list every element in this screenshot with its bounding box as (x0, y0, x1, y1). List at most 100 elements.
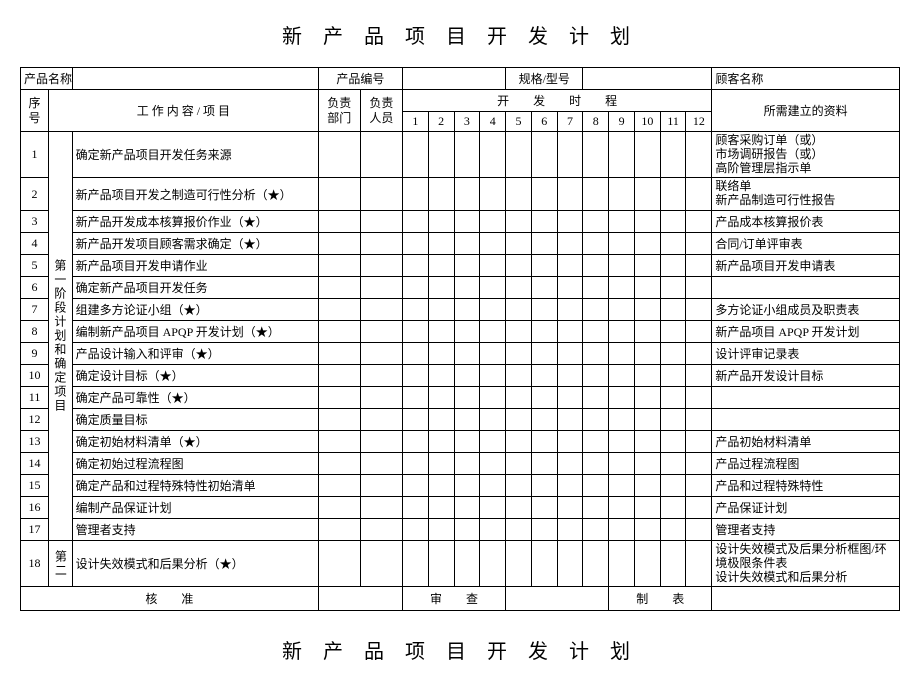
seq-cell: 11 (21, 386, 49, 408)
month-11: 11 (660, 112, 686, 132)
product-code-label: 产品编号 (318, 68, 402, 90)
table-row: 11 确定产品可靠性（★） (21, 386, 900, 408)
task-cell: 设计失效模式和后果分析（★） (72, 540, 318, 586)
make-label: 制 表 (609, 587, 712, 611)
review-value (506, 587, 609, 611)
spec-label: 规格/型号 (506, 68, 583, 90)
seq-cell: 12 (21, 408, 49, 430)
col-seq: 序号 (21, 90, 49, 132)
table-row: 8 编制新产品项目 APQP 开发计划（★） 新产品项目 APQP 开发计划 (21, 320, 900, 342)
seq-cell: 6 (21, 276, 49, 298)
page-title: 新 产 品 项 目 开 发 计 划 (20, 20, 900, 49)
seq-cell: 15 (21, 474, 49, 496)
product-code-value (403, 68, 506, 90)
table-row: 14 确定初始过程流程图 产品过程流程图 (21, 452, 900, 474)
task-cell: 确定初始材料清单（★） (72, 430, 318, 452)
col-schedule: 开 发 时 程 (403, 90, 712, 112)
doc-cell: 设计失效模式及后果分析框图/环境极限条件表设计失效模式和后果分析 (712, 540, 900, 586)
table-row: 18 第二 设计失效模式和后果分析（★） 设计失效模式及后果分析框图/环境极限条… (21, 540, 900, 586)
month-3: 3 (454, 112, 480, 132)
seq-cell: 17 (21, 518, 49, 540)
seq-cell: 5 (21, 254, 49, 276)
seq-cell: 4 (21, 232, 49, 254)
seq-cell: 10 (21, 364, 49, 386)
product-name-label: 产品名称 (21, 68, 73, 90)
table-row: 1 第一阶段计划和确定项目 确定新产品项目开发任务来源 顾客采购订单（或）市场调… (21, 132, 900, 178)
review-label: 审 查 (403, 587, 506, 611)
table-row: 4 新产品开发项目顾客需求确定（★） 合同/订单评审表 (21, 232, 900, 254)
doc-cell: 多方论证小组成员及职责表 (712, 298, 900, 320)
table-row: 12 确定质量目标 (21, 408, 900, 430)
product-name-value (72, 68, 318, 90)
doc-cell: 设计评审记录表 (712, 342, 900, 364)
table-row: 10 确定设计目标（★） 新产品开发设计目标 (21, 364, 900, 386)
seq-cell: 2 (21, 178, 49, 211)
phase-2-label: 第二 (49, 540, 72, 586)
month-5: 5 (506, 112, 532, 132)
doc-cell: 联络单新产品制造可行性报告 (712, 178, 900, 211)
seq-cell: 8 (21, 320, 49, 342)
doc-cell: 新产品项目 APQP 开发计划 (712, 320, 900, 342)
phase-1-label: 第一阶段计划和确定项目 (49, 132, 72, 541)
doc-cell: 合同/订单评审表 (712, 232, 900, 254)
month-7: 7 (557, 112, 583, 132)
doc-cell: 管理者支持 (712, 518, 900, 540)
col-dept: 负责部门 (318, 90, 360, 132)
dept-cell (318, 132, 360, 178)
table-row: 2 新产品项目开发之制造可行性分析（★） 联络单新产品制造可行性报告 (21, 178, 900, 211)
table-row: 5 新产品项目开发申请作业 新产品项目开发申请表 (21, 254, 900, 276)
month-2: 2 (428, 112, 454, 132)
seq-cell: 14 (21, 452, 49, 474)
approve-label: 核 准 (21, 587, 319, 611)
doc-cell: 产品初始材料清单 (712, 430, 900, 452)
customer-label: 顾客名称 (715, 72, 763, 86)
plan-table: 产品名称 产品编号 规格/型号 顾客名称 序号 工 作 内 容 / 项 目 负责… (20, 67, 900, 611)
header-row-1: 序号 工 作 内 容 / 项 目 负责部门 负责人员 开 发 时 程 所需建立的… (21, 90, 900, 112)
seq-cell: 16 (21, 496, 49, 518)
make-value (712, 587, 900, 611)
doc-cell (712, 386, 900, 408)
task-cell: 确定初始过程流程图 (72, 452, 318, 474)
month-12: 12 (686, 112, 712, 132)
month-9: 9 (609, 112, 635, 132)
task-cell: 确定新产品项目开发任务来源 (72, 132, 318, 178)
task-cell: 新产品开发成本核算报价作业（★） (72, 210, 318, 232)
table-row: 15 确定产品和过程特殊特性初始清单 产品和过程特殊特性 (21, 474, 900, 496)
doc-cell (712, 276, 900, 298)
task-cell: 编制产品保证计划 (72, 496, 318, 518)
seq-cell: 18 (21, 540, 49, 586)
table-row: 17 管理者支持 管理者支持 (21, 518, 900, 540)
task-cell: 组建多方论证小组（★） (72, 298, 318, 320)
doc-cell: 产品和过程特殊特性 (712, 474, 900, 496)
month-1: 1 (403, 112, 429, 132)
seq-cell: 13 (21, 430, 49, 452)
person-cell (360, 132, 402, 178)
seq-cell: 9 (21, 342, 49, 364)
task-cell: 确定产品可靠性（★） (72, 386, 318, 408)
table-row: 16 编制产品保证计划 产品保证计划 (21, 496, 900, 518)
table-row: 7 组建多方论证小组（★） 多方论证小组成员及职责表 (21, 298, 900, 320)
task-cell: 确定设计目标（★） (72, 364, 318, 386)
month-4: 4 (480, 112, 506, 132)
footer-title: 新 产 品 项 目 开 发 计 划 (20, 635, 900, 664)
table-row: 9 产品设计输入和评审（★） 设计评审记录表 (21, 342, 900, 364)
seq-cell: 1 (21, 132, 49, 178)
col-person: 负责人员 (360, 90, 402, 132)
task-cell: 新产品开发项目顾客需求确定（★） (72, 232, 318, 254)
spec-value (583, 68, 712, 90)
task-cell: 新产品项目开发申请作业 (72, 254, 318, 276)
doc-cell: 产品成本核算报价表 (712, 210, 900, 232)
task-cell: 新产品项目开发之制造可行性分析（★） (72, 178, 318, 211)
doc-cell: 新产品开发设计目标 (712, 364, 900, 386)
doc-cell: 产品过程流程图 (712, 452, 900, 474)
seq-cell: 7 (21, 298, 49, 320)
footer-row: 核 准 审 查 制 表 (21, 587, 900, 611)
table-row: 13 确定初始材料清单（★） 产品初始材料清单 (21, 430, 900, 452)
task-cell: 确定新产品项目开发任务 (72, 276, 318, 298)
seq-cell: 3 (21, 210, 49, 232)
month-8: 8 (583, 112, 609, 132)
info-row: 产品名称 产品编号 规格/型号 顾客名称 (21, 68, 900, 90)
task-cell: 产品设计输入和评审（★） (72, 342, 318, 364)
approve-value (318, 587, 402, 611)
doc-cell: 产品保证计划 (712, 496, 900, 518)
